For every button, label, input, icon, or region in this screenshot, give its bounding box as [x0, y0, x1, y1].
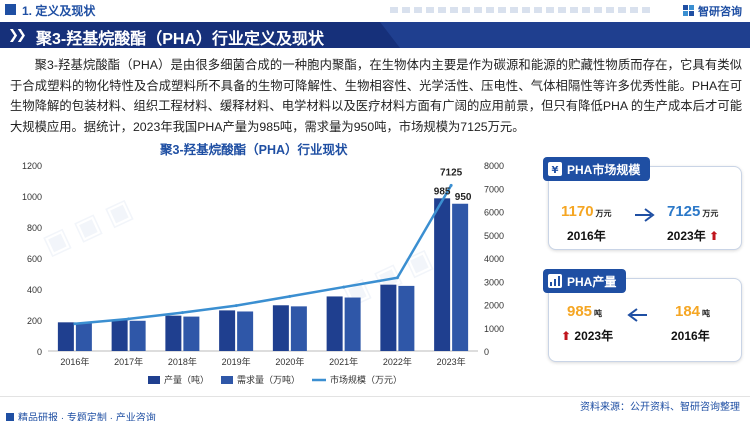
page-title: 聚3-羟基烷酸酯（PHA）行业定义及现状 [36, 31, 325, 48]
bar-output [272, 305, 289, 351]
x-tick-label: 2023年 [437, 356, 466, 367]
output-card-title: PHA产量 [567, 274, 617, 289]
y-right-tick-label: 7000 [484, 184, 504, 194]
footer: 资料来源：公开资料、智研咨询整理 精品研报 · 专题定制 · 产业咨询 [0, 396, 750, 421]
bar-demand [129, 320, 146, 351]
x-tick-label: 2019年 [222, 356, 251, 367]
bar-demand [75, 323, 92, 351]
source-note: 资料来源：公开资料、智研咨询整理 [580, 402, 740, 413]
y-left-tick-label: 0 [37, 347, 42, 357]
arrow-right-icon [635, 208, 655, 222]
market-size-card-title: PHA市场规模 [567, 162, 641, 177]
output-right-year: 2016年 [671, 329, 710, 343]
y-right-tick-label: 2000 [484, 301, 504, 311]
x-tick-label: 2017年 [114, 356, 143, 367]
market-size-point [395, 276, 399, 280]
market-size-card: ¥ PHA市场规模 1170 万元 2016年 7125 万元 2023年 ⬆ [543, 157, 742, 250]
legend-label: 需求量（万吨） [237, 374, 300, 385]
y-right-tick-label: 8000 [484, 161, 504, 171]
intro-paragraph: 聚3-羟基烷酸酯（PHA）是由很多细菌合成的一种胞内聚酯，在生物体内主要是作为碳… [10, 58, 742, 134]
output-left-year: ⬆ 2023年 [561, 329, 614, 343]
bar-output [326, 296, 343, 351]
data-label-output: 985 [434, 186, 451, 197]
slogan-marker-icon [6, 412, 14, 421]
y-right-tick-label: 0 [484, 347, 489, 357]
bar-output [57, 322, 74, 351]
chevrons-icon: ❯❯ [8, 27, 27, 42]
y-right-tick-label: 1000 [484, 324, 504, 334]
output-card: PHA产量 985 吨 ⬆ 2023年 184 吨 2016年 [543, 269, 742, 362]
bar-demand [290, 306, 307, 351]
y-left-tick-label: 800 [27, 223, 42, 233]
bar-output [111, 320, 128, 351]
chart: 0 200 400 600 800 1000 1200 0 1000 2000 3000 4000 50… [22, 161, 504, 385]
data-label-market: 7125 [440, 167, 463, 178]
bar-demand [452, 203, 469, 351]
market-size-point [180, 311, 184, 315]
output-left-value: 985 吨 [567, 303, 603, 320]
bar-chart-icon [548, 274, 562, 288]
up-arrow-icon: ⬆ [709, 229, 720, 243]
market-size-line [74, 184, 453, 326]
market-size-point [449, 183, 453, 187]
y-right-tick-label: 6000 [484, 208, 504, 218]
market-from-year: 2016年 [567, 229, 606, 243]
market-to-value: 7125 万元 [667, 203, 719, 220]
bar-demand [183, 316, 200, 351]
bar-output [380, 284, 397, 351]
x-tick-label: 2018年 [168, 356, 197, 367]
market-size-point [342, 285, 346, 289]
chart-title: 聚3-羟基烷酸酯（PHA）行业现状 [160, 143, 348, 157]
arrow-left-icon [627, 308, 647, 322]
output-card-header: PHA产量 [543, 269, 627, 293]
title-tab [0, 22, 400, 48]
top-bar: 1. 定义及现状 智研咨询 [0, 0, 750, 20]
bar-output [434, 198, 451, 351]
legend-label: 产量（吨） [164, 374, 209, 385]
bar-output [165, 315, 182, 351]
legend-swatch [148, 376, 160, 384]
y-right-tick-label: 4000 [484, 254, 504, 264]
market-from-value: 1170 万元 [561, 203, 612, 220]
money-bag-icon: ¥ [548, 162, 562, 176]
bar-demand [237, 311, 254, 351]
slogan: 精品研报 · 专题定制 · 产业咨询 [6, 409, 156, 421]
y-left-tick-label: 600 [27, 254, 42, 264]
market-to-year: 2023年 ⬆ [667, 229, 720, 243]
y-right-tick-label: 5000 [484, 231, 504, 241]
x-tick-label: 2021年 [329, 356, 358, 367]
legend-label: 市场规模（万元） [330, 374, 402, 385]
bar-demand [344, 297, 361, 351]
y-right-tick-label: 3000 [484, 277, 504, 287]
market-size-point [234, 304, 238, 308]
x-tick-label: 2016年 [60, 356, 89, 367]
x-tick-label: 2020年 [275, 356, 304, 367]
title-bar: ❯❯ 聚3-羟基烷酸酯（PHA）行业定义及现状 [0, 22, 750, 48]
y-left-tick-label: 1000 [22, 192, 42, 202]
market-size-card-header: ¥ PHA市场规模 [543, 157, 651, 181]
market-size-point [73, 322, 77, 326]
section-marker-icon [5, 4, 16, 15]
svg-text:¥: ¥ [552, 165, 559, 176]
y-left-tick-label: 200 [27, 316, 42, 326]
market-size-point [127, 317, 131, 321]
section-label: 1. 定义及现状 [22, 4, 96, 18]
y-left-tick-label: 400 [27, 285, 42, 295]
market-size-point [288, 294, 292, 298]
output-right-value: 184 吨 [675, 303, 711, 320]
bar-output [219, 310, 236, 351]
data-label-demand: 950 [455, 192, 472, 203]
legend-swatch [221, 376, 233, 384]
decorative-stripes [390, 7, 650, 13]
brand-name: 智研咨询 [698, 6, 742, 18]
x-tick-label: 2022年 [383, 356, 412, 367]
bar-demand [398, 285, 415, 351]
brand-logo-icon [683, 5, 694, 16]
y-left-tick-label: 1200 [22, 161, 42, 171]
brand: 智研咨询 [683, 3, 742, 19]
up-arrow-icon: ⬆ [561, 329, 572, 343]
